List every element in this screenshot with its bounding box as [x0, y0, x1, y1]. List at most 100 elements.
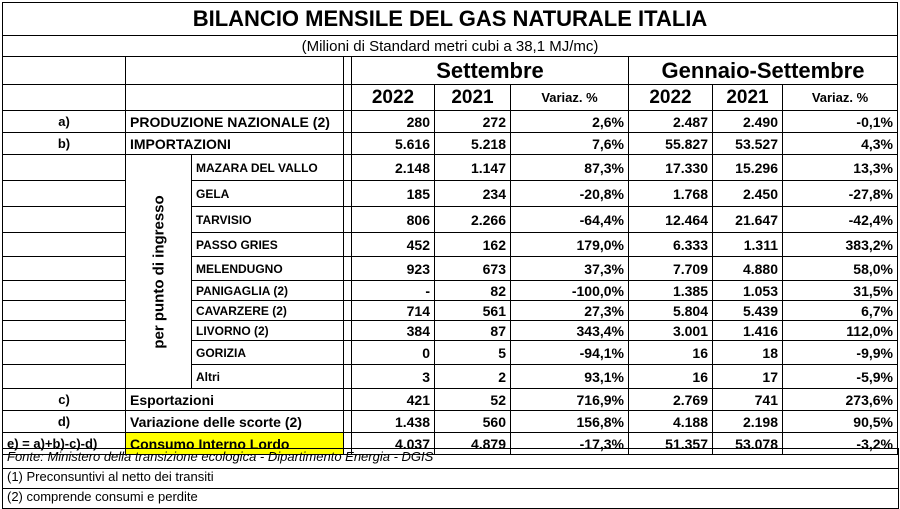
entry-point-label: PANIGAGLIA (2): [191, 280, 344, 301]
col-header-2021: 2021: [434, 84, 511, 111]
value-sep-2021: 272: [434, 110, 511, 133]
blank-cell: [2, 232, 126, 257]
value-ytd-2022: 17.330: [628, 154, 713, 181]
row-key: c): [2, 388, 126, 411]
value-sep-2022: 421: [351, 388, 435, 411]
blank-cell: [2, 340, 126, 365]
blank-cell: [2, 154, 126, 181]
value-sep-variation: 93,1%: [510, 364, 629, 389]
entry-point-row: per punto di ingresso MAZARA DEL VALLO 2.1…: [2, 154, 898, 389]
entry-point-label: PASSO GRIES: [191, 232, 344, 257]
entry-point-label: MAZARA DEL VALLO: [191, 154, 344, 181]
value-ytd-2022: 2.769: [628, 388, 713, 411]
value-ytd-2022: 7.709: [628, 256, 713, 281]
entry-point-label: Altri: [191, 364, 344, 389]
value-ytd-variation: -3,2%: [782, 432, 898, 455]
value-ytd-2021: 2.198: [712, 410, 783, 433]
value-sep-2021: 673: [434, 256, 511, 281]
value-ytd-2021: 1.416: [712, 320, 783, 341]
source-note: Fonte: Ministero della transizione ecolo…: [2, 448, 899, 468]
entry-point-label: CAVARZERE (2): [191, 300, 344, 321]
value-sep-2022: 923: [351, 256, 435, 281]
gap-cell: [343, 320, 352, 341]
blank-cell: [2, 180, 126, 207]
value-sep-2022: -: [351, 280, 435, 301]
gap-cell: [343, 110, 352, 133]
entry-point-row: PASSO GRIES 452 162 179,0% 6.333 1.311 383,2%: [2, 232, 898, 257]
value-ytd-2022: 4.188: [628, 410, 713, 433]
value-ytd-variation: -42,4%: [782, 206, 898, 233]
row-label: Consumo Interno Lordo: [125, 432, 344, 455]
value-ytd-variation: 90,5%: [782, 410, 898, 433]
value-sep-variation: 7,6%: [510, 132, 629, 155]
table-row: b) IMPORTAZIONI 5.616 5.218 7,6% 55.827 53.527…: [2, 132, 898, 155]
side-label-cell: per punto di ingresso: [125, 154, 192, 389]
value-sep-2021: 4.879: [434, 432, 511, 455]
value-ytd-2021: 1.053: [712, 280, 783, 301]
value-sep-2021: 52: [434, 388, 511, 411]
value-sep-2021: 82: [434, 280, 511, 301]
value-ytd-2021: 53.527: [712, 132, 783, 155]
value-sep-variation: 87,3%: [510, 154, 629, 181]
entry-point-row: MELENDUGNO 923 673 37,3% 7.709 4.880 58,0%: [2, 256, 898, 281]
value-ytd-variation: 4,3%: [782, 132, 898, 155]
value-sep-2021: 5: [434, 340, 511, 365]
value-sep-2021: 560: [434, 410, 511, 433]
gap-cell: [343, 232, 352, 257]
blank-cell: [2, 84, 126, 111]
value-sep-2021: 234: [434, 180, 511, 207]
gas-balance-table: BILANCIO MENSILE DEL GAS NATURALE ITALIA…: [2, 2, 898, 455]
value-sep-variation: 37,3%: [510, 256, 629, 281]
value-ytd-2022: 6.333: [628, 232, 713, 257]
notes-block: Fonte: Ministero della transizione ecolo…: [2, 448, 899, 509]
blank-cell: [2, 320, 126, 341]
gap-cell: [343, 388, 352, 411]
table-row: e) = a)+b)-c)-d) Consumo Interno Lordo 4.0…: [2, 432, 898, 455]
value-sep-2022: 280: [351, 110, 435, 133]
blank-cell: [2, 300, 126, 321]
footnote-2: (2) comprende consumi e perdite: [2, 488, 899, 509]
entry-point-row: CAVARZERE (2) 714 561 27,3% 5.804 5.439 6,7%: [2, 300, 898, 321]
blank-cell: [2, 256, 126, 281]
value-ytd-2022: 2.487: [628, 110, 713, 133]
value-sep-2022: 2.148: [351, 154, 435, 181]
gap-cell: [343, 340, 352, 365]
value-ytd-2021: 4.880: [712, 256, 783, 281]
gap-cell: [343, 410, 352, 433]
value-sep-variation: -94,1%: [510, 340, 629, 365]
value-ytd-variation: 112,0%: [782, 320, 898, 341]
value-sep-2022: 185: [351, 180, 435, 207]
entry-point-row: LIVORNO (2) 384 87 343,4% 3.001 1.416 112,0%: [2, 320, 898, 341]
value-ytd-2022: 55.827: [628, 132, 713, 155]
gap-cell: [343, 364, 352, 389]
value-sep-variation: 27,3%: [510, 300, 629, 321]
value-ytd-2022: 5.804: [628, 300, 713, 321]
value-sep-2021: 5.218: [434, 132, 511, 155]
value-ytd-2021: 2.490: [712, 110, 783, 133]
row-key: d): [2, 410, 126, 433]
value-sep-variation: 716,9%: [510, 388, 629, 411]
group-header-ytd: Gennaio-Settembre: [628, 56, 898, 85]
value-ytd-variation: -27,8%: [782, 180, 898, 207]
row-label: Variazione delle scorte (2): [125, 410, 344, 433]
gap-cell: [343, 180, 352, 207]
value-ytd-variation: 13,3%: [782, 154, 898, 181]
value-sep-2021: 2: [434, 364, 511, 389]
value-sep-2022: 384: [351, 320, 435, 341]
value-sep-variation: 179,0%: [510, 232, 629, 257]
table-row: c) Esportazioni 421 52 716,9% 2.769 741 273,6%: [2, 388, 898, 411]
blank-cell: [2, 364, 126, 389]
value-sep-2022: 0: [351, 340, 435, 365]
value-sep-2021: 1.147: [434, 154, 511, 181]
value-ytd-variation: 58,0%: [782, 256, 898, 281]
value-sep-variation: -100,0%: [510, 280, 629, 301]
value-sep-2021: 87: [434, 320, 511, 341]
value-sep-variation: -64,4%: [510, 206, 629, 233]
value-ytd-2022: 16: [628, 364, 713, 389]
footnote-1: (1) Preconsuntivi al netto dei transiti: [2, 468, 899, 488]
entry-point-label: MELENDUGNO: [191, 256, 344, 281]
value-sep-variation: -20,8%: [510, 180, 629, 207]
entry-point-label: LIVORNO (2): [191, 320, 344, 341]
page-subtitle: (Milioni di Standard metri cubi a 38,1 M…: [2, 35, 898, 57]
